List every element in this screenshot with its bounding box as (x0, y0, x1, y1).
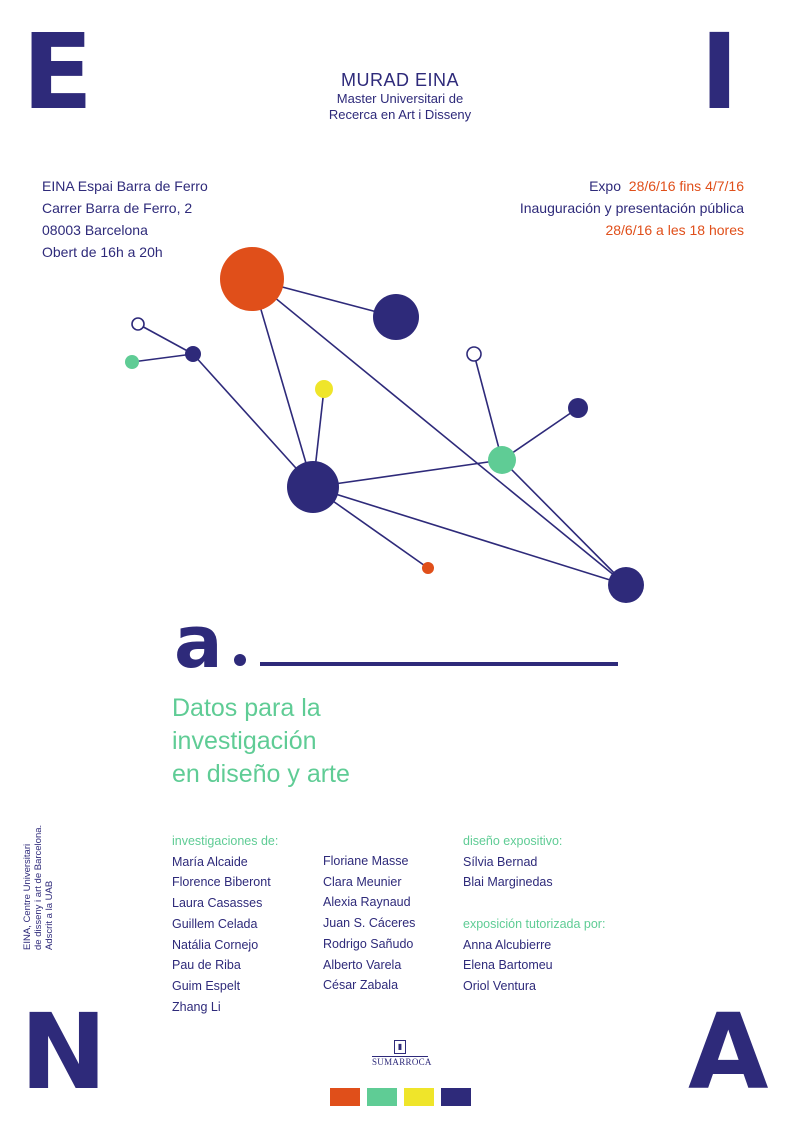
venue-street: Carrer Barra de Ferro, 2 (42, 200, 193, 216)
network-edge (131, 353, 194, 363)
expo-dates-row: Expo 28/6/16 fins 4/7/16 (520, 175, 744, 197)
researcher-name: Guim Espelt (172, 978, 241, 993)
poster-subtitle-line2: Recerca en Art i Disseny (328, 107, 472, 122)
side-text-line2: de disseny i art de Barcelona. (33, 824, 44, 950)
inauguration-time: 28/6/16 a les 18 hores (605, 222, 744, 238)
design-tutor-column: diseño expositivo: Sílvia Bernad Blai Ma… (463, 831, 605, 997)
venue-city: 08003 Barcelona (42, 222, 148, 238)
corner-letter-a: A (688, 991, 769, 1113)
venue-name: EINA Espai Barra de Ferro (42, 178, 208, 194)
sponsor-name: SUMARROCA (372, 1056, 432, 1067)
research-column-1: investigaciones de: María Alcaide Floren… (172, 831, 278, 1017)
node-green-medium (488, 446, 516, 474)
swatch-green (367, 1088, 397, 1106)
tutored-heading: exposición tutorizada por: (463, 916, 606, 931)
researcher-name: Natália Cornejo (172, 937, 259, 952)
tutor-name: Elena Bartomeu (463, 958, 553, 973)
researcher-name: Zhang Li (172, 999, 221, 1014)
network-edge (501, 459, 627, 586)
swatch-orange (330, 1088, 360, 1106)
expo-info: Expo 28/6/16 fins 4/7/16 Inauguración y … (520, 175, 744, 241)
researcher-name: Rodrigo Sañudo (323, 936, 414, 951)
sponsor-logo: ▮ SUMARROCA (372, 1040, 432, 1067)
research-column-2: Floriane Masse Clara Meunier Alexia Rayn… (323, 851, 415, 996)
node-navy-end (608, 567, 644, 603)
network-edge (501, 407, 579, 461)
network-edge (251, 278, 627, 586)
network-nodes (125, 247, 644, 603)
swatch-navy (441, 1088, 471, 1106)
researcher-name: Juan S. Cáceres (323, 916, 416, 931)
network-edge (473, 353, 503, 461)
sponsor-crest-icon: ▮ (394, 1040, 406, 1054)
researcher-name: Florence Biberont (172, 875, 271, 890)
poster-title: MURAD EINA (340, 70, 459, 90)
expo-dates: 28/6/16 fins 4/7/16 (628, 178, 744, 194)
venue-hours: Obert de 16h a 20h (42, 244, 163, 260)
designer-name: Sílvia Bernad (463, 854, 538, 869)
researcher-name: Floriane Masse (323, 854, 409, 868)
node-orange-large (220, 247, 284, 311)
network-graphic (125, 247, 644, 603)
researcher-name: Guillem Celada (172, 916, 258, 931)
network-edge (137, 323, 194, 355)
researcher-name: María Alcaide (172, 854, 248, 869)
poster-subtitle-line1: Master Universitari de (336, 91, 464, 106)
tutor-name: Anna Alcubierre (463, 937, 552, 952)
node-navy-small (568, 398, 588, 418)
research-heading: investigaciones de: (172, 834, 279, 848)
venue-info: EINA Espai Barra de Ferro Carrer Barra d… (42, 175, 208, 263)
network-edge (192, 353, 314, 488)
color-swatches (330, 1088, 471, 1106)
tagline-line3: en diseño y arte (172, 760, 350, 788)
spacer (463, 893, 605, 914)
node-hollow (466, 346, 482, 362)
inauguration-label: Inauguración y presentación pública (519, 200, 744, 216)
researcher-name: Clara Meunier (323, 874, 402, 889)
tagline-line1: Datos para la (172, 694, 321, 722)
expo-label: Expo (589, 178, 622, 194)
side-text-line3: Adscrit a la UAB (44, 880, 55, 950)
node-navy-medium (373, 294, 419, 340)
network-edge (312, 459, 503, 488)
tutor-name: Oriol Ventura (463, 978, 536, 993)
design-heading: diseño expositivo: (463, 834, 563, 848)
network-edge (312, 486, 627, 586)
node-hollow (131, 317, 145, 331)
corner-letter-n: N (20, 991, 108, 1113)
node-green-small (125, 355, 139, 369)
researcher-name: Alberto Varela (323, 957, 402, 972)
node-navy-small (185, 346, 201, 362)
node-yellow (315, 380, 333, 398)
logo-underline (260, 662, 618, 666)
tagline: Datos para la investigación en diseño y … (172, 692, 350, 791)
researcher-name: Pau de Riba (172, 958, 241, 973)
researcher-name: Alexia Raynaud (323, 895, 411, 910)
logo-dot (234, 654, 246, 666)
node-navy-hub (287, 461, 339, 513)
node-orange-small (422, 562, 434, 574)
corner-letter-e: E (22, 11, 94, 133)
side-text-line1: EINA, Centre Universitari (22, 843, 33, 950)
poster-header: MURAD EINA Master Universitari de Recerc… (300, 70, 500, 123)
researcher-name: Laura Casasses (172, 896, 263, 911)
network-edge (251, 278, 314, 488)
corner-letter-i: I (700, 11, 739, 133)
logo-letter-a: a (174, 600, 223, 684)
side-institution-text: EINA, Centre Universitari de disseny i a… (22, 825, 55, 950)
tagline-line2: investigación (172, 727, 317, 755)
swatch-yellow (404, 1088, 434, 1106)
designer-name: Blai Marginedas (463, 875, 553, 890)
researcher-name: César Zabala (323, 978, 399, 993)
